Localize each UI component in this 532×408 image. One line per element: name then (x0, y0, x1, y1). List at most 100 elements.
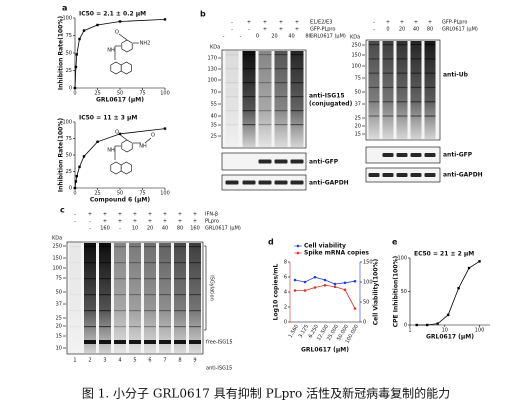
annotation: IC50 = 11 ± 3 μM (79, 115, 137, 122)
kda-marker: 250 (351, 43, 361, 49)
lane-band (225, 124, 239, 126)
kda-marker: 50 (56, 290, 62, 296)
kda-marker: 25 (211, 134, 217, 140)
lane-band (189, 278, 201, 280)
data-point (323, 278, 327, 282)
lane-band (159, 310, 171, 312)
kda-marker: 50 (355, 90, 361, 96)
lane-band (410, 86, 422, 89)
header-cell: 20 (271, 34, 277, 40)
band (424, 173, 436, 177)
lane-band (382, 101, 394, 103)
lane-number: 1 (73, 358, 76, 364)
kda-marker: 170 (207, 56, 217, 62)
data-point (96, 140, 99, 143)
data-point (333, 285, 337, 289)
data-point (467, 266, 471, 270)
band (396, 173, 408, 177)
lane-band (368, 101, 380, 103)
lane-band (290, 82, 304, 84)
structure-ring (121, 139, 133, 153)
header-cell: + (400, 20, 404, 26)
lane-band (274, 96, 288, 98)
header-label: IFN-β (205, 212, 218, 218)
lane-number: 3 (103, 358, 106, 364)
lane-band (84, 326, 96, 328)
lane-band (159, 326, 171, 328)
header-cell: + (295, 27, 299, 33)
lane-band (258, 82, 272, 84)
data-point (333, 282, 337, 286)
lane-band (396, 44, 408, 46)
header-cell: - (74, 219, 76, 225)
kda-marker: 40 (211, 114, 217, 120)
panel-label: d (268, 238, 274, 247)
blot-label: anti-ISG15 (309, 93, 345, 100)
data-point (74, 180, 78, 183)
lane-band (174, 326, 186, 328)
header-cell: 10 (132, 226, 138, 232)
header-cell: - (89, 219, 91, 225)
lane-smear (274, 51, 288, 147)
x-tick-label: 50 (117, 191, 123, 197)
structure-ring (120, 161, 132, 175)
x-tick-label: 25 (94, 191, 100, 197)
data-point (303, 289, 307, 292)
kda-marker: 100 (207, 78, 217, 84)
header-cell: + (263, 27, 267, 33)
header-label: GRL0617 (μM) (310, 34, 346, 40)
lane-band (225, 82, 239, 84)
data-point (74, 65, 78, 69)
lane-band (189, 310, 201, 312)
lane-band (114, 246, 126, 248)
lane-band (144, 326, 156, 328)
header-cell: + (133, 212, 137, 218)
data-point (323, 283, 327, 287)
data-point (303, 280, 307, 284)
lane-band (225, 110, 239, 112)
header-label: PLpro (205, 219, 219, 225)
y-axis-label: Log10 copies/mL (273, 264, 280, 321)
blot-label: anti-ISG15 (206, 366, 232, 372)
header-cell: 20 (147, 226, 153, 232)
header-cell: + (386, 20, 390, 26)
annotation: EC50 = 21 ± 2 μM (414, 251, 474, 258)
y-tick-label: 25 (66, 169, 72, 175)
y-axis-label: Inhibition Rate(100%) (58, 118, 65, 192)
lane-band (189, 246, 201, 248)
data-point (163, 18, 167, 21)
lane-band (129, 262, 141, 264)
lane-band (99, 262, 111, 264)
header-cell: 80 (177, 226, 183, 232)
band (274, 180, 288, 185)
lane-band (242, 82, 256, 84)
kda-marker: 37 (56, 302, 62, 308)
y-tick-label: 50 (401, 289, 407, 295)
data-point (478, 260, 481, 263)
header-cell: + (178, 219, 182, 225)
lane-band (424, 44, 436, 46)
band (174, 340, 186, 344)
kda-marker: 75 (56, 276, 62, 282)
header-cell: + (103, 212, 107, 218)
header-cell: + (295, 20, 299, 26)
y2-axis-label: Cell Viability(100%) (373, 258, 380, 325)
header-label: GRL0617 (μM) (442, 27, 478, 33)
y-tick-label: 0 (69, 186, 72, 192)
lane-number: 2 (88, 358, 91, 364)
lane-smear (424, 41, 436, 139)
lane-band (424, 72, 436, 74)
y-tick-label: 100 (397, 256, 407, 262)
y2-tick-label: 100 (363, 280, 373, 286)
lane-band (410, 44, 422, 46)
band (159, 340, 171, 344)
header-cell: - (248, 27, 250, 33)
blot-label: (conjugated) (309, 101, 353, 108)
lane-smear (242, 51, 256, 147)
y-axis-label: Inhibition Rate(100%) (58, 16, 65, 90)
header-cell: - (231, 20, 233, 26)
lane-band (242, 110, 256, 112)
kda-marker: 35 (211, 123, 217, 129)
lane-band (84, 278, 96, 280)
